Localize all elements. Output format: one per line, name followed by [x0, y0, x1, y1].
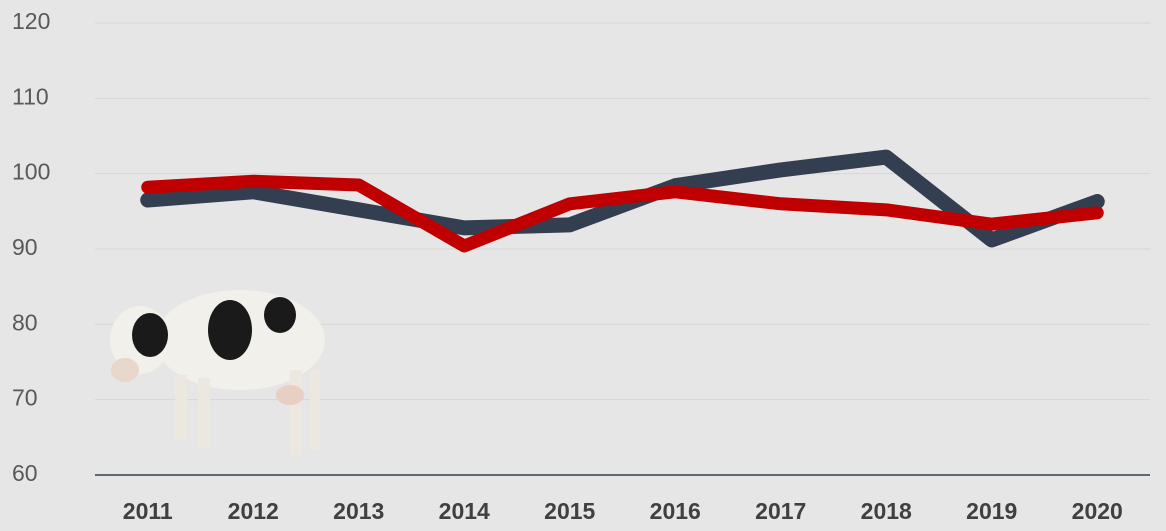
series-line [141, 174, 1104, 253]
y-tick-label: 70 [12, 385, 38, 411]
x-tick-label: 2020 [1072, 498, 1123, 524]
x-tick-label: 2016 [650, 498, 701, 524]
y-tick-label: 110 [12, 83, 49, 109]
x-tick-label: 2018 [861, 498, 912, 524]
y-tick-label: 90 [12, 234, 38, 260]
y-tick-label: 120 [12, 8, 50, 34]
x-tick-label: 2015 [544, 498, 595, 524]
x-tick-label: 2011 [123, 498, 173, 524]
x-tick-label: 2013 [333, 498, 384, 524]
x-tick-label: 2019 [966, 498, 1017, 524]
y-tick-label: 80 [12, 309, 38, 335]
y-tick-label: 100 [12, 159, 50, 185]
cow-picture [110, 290, 325, 455]
series-line [140, 149, 1105, 248]
x-tick-label: 2012 [228, 498, 279, 524]
x-tick-label: 2017 [755, 498, 806, 524]
y-tick-label: 60 [12, 460, 38, 486]
x-tick-label: 2014 [439, 498, 490, 524]
